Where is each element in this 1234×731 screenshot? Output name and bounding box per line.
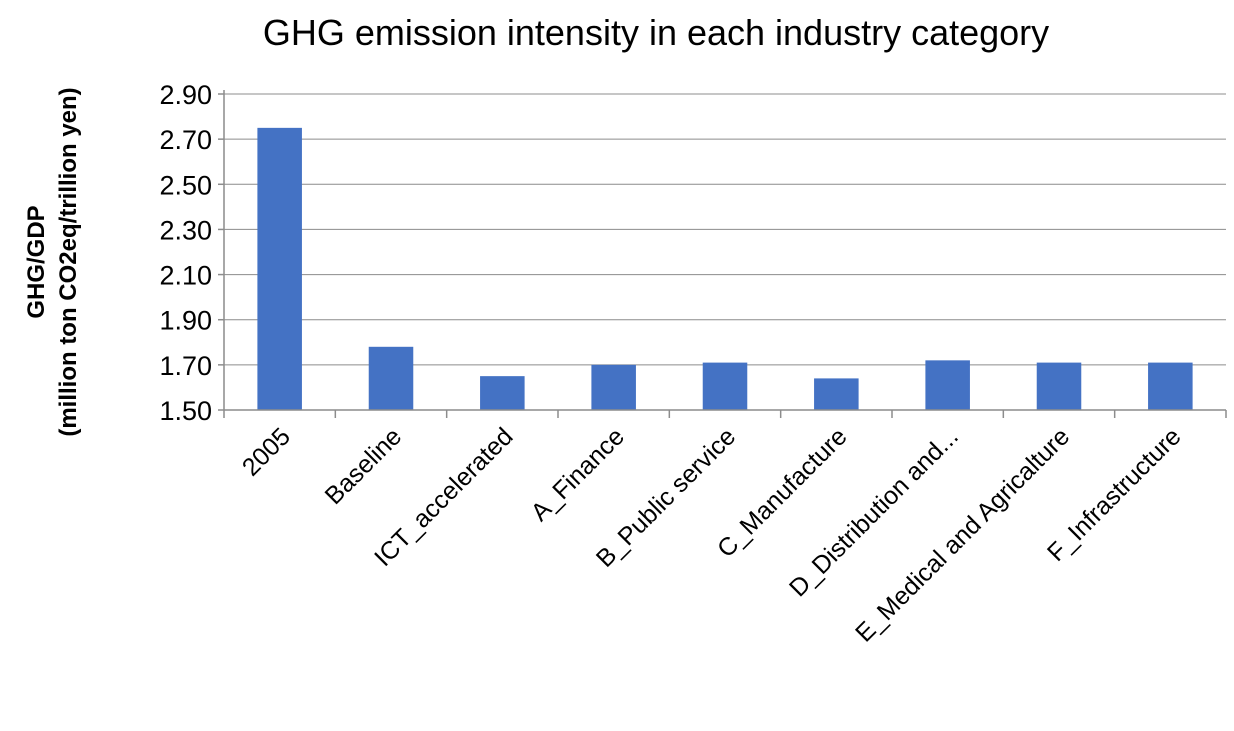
bar (1036, 362, 1082, 410)
chart-title: GHG emission intensity in each industry … (263, 12, 1049, 53)
y-axis-label-line1: GHG/GDP (23, 205, 50, 318)
bar (257, 127, 302, 410)
y-tick-labels: 1.50 1.70 1.90 2.10 2.30 2.50 2.70 2.90 (159, 80, 212, 426)
bar (1148, 362, 1193, 410)
gridlines (224, 93, 1226, 366)
axes (218, 90, 1227, 418)
bar (814, 378, 859, 410)
y-tick-label: 2.50 (159, 170, 212, 200)
bar (480, 376, 525, 410)
y-axis-label-line2: (million ton CO2eq/trillion yen) (55, 87, 82, 436)
x-category-label: Baseline (320, 422, 408, 510)
y-tick-label: 1.90 (159, 306, 212, 336)
y-tick-label: 2.10 (159, 261, 212, 291)
y-tick-label: 2.70 (159, 125, 212, 155)
bar (368, 346, 414, 410)
y-tick-label: 2.90 (159, 80, 212, 110)
y-tick-label: 1.70 (159, 351, 212, 381)
y-tick-label: 1.50 (159, 396, 212, 426)
x-category-label: E_Medical and Agricalture (850, 422, 1075, 647)
x-category-label: A_Finance (526, 422, 630, 526)
bar (925, 360, 970, 410)
y-tick-label: 2.30 (159, 215, 212, 245)
bars (257, 127, 1193, 410)
bar (591, 364, 636, 410)
bar (702, 362, 748, 410)
x-category-label: 2005 (237, 422, 296, 481)
